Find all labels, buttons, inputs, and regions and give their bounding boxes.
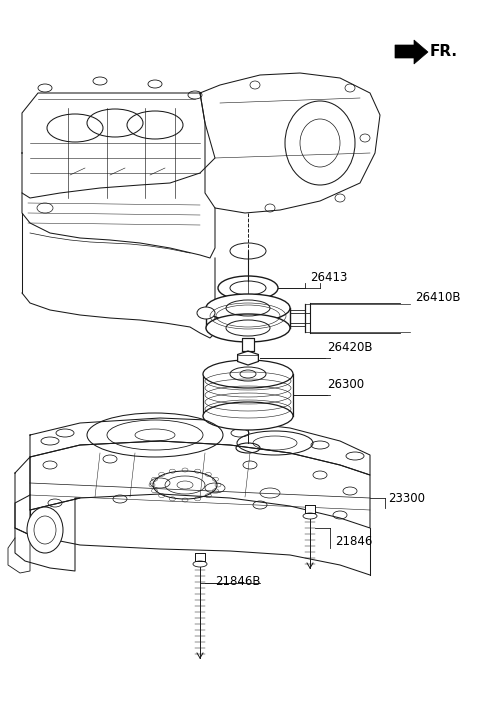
Text: 26413: 26413: [310, 271, 348, 284]
Text: 26420B: 26420B: [327, 341, 372, 354]
Text: 21846B: 21846B: [215, 575, 261, 588]
Ellipse shape: [206, 294, 290, 322]
Text: 21846: 21846: [335, 535, 372, 548]
Polygon shape: [395, 40, 428, 64]
Ellipse shape: [197, 307, 215, 319]
Polygon shape: [238, 351, 258, 365]
Polygon shape: [195, 553, 205, 561]
Polygon shape: [305, 505, 315, 513]
Ellipse shape: [27, 507, 63, 553]
Ellipse shape: [203, 402, 293, 430]
Polygon shape: [242, 338, 254, 351]
Ellipse shape: [203, 360, 293, 388]
Ellipse shape: [206, 314, 290, 342]
Text: 23300: 23300: [388, 492, 425, 505]
Text: 26300: 26300: [327, 378, 364, 391]
Text: 26410B: 26410B: [415, 291, 460, 304]
Text: FR.: FR.: [430, 44, 458, 59]
